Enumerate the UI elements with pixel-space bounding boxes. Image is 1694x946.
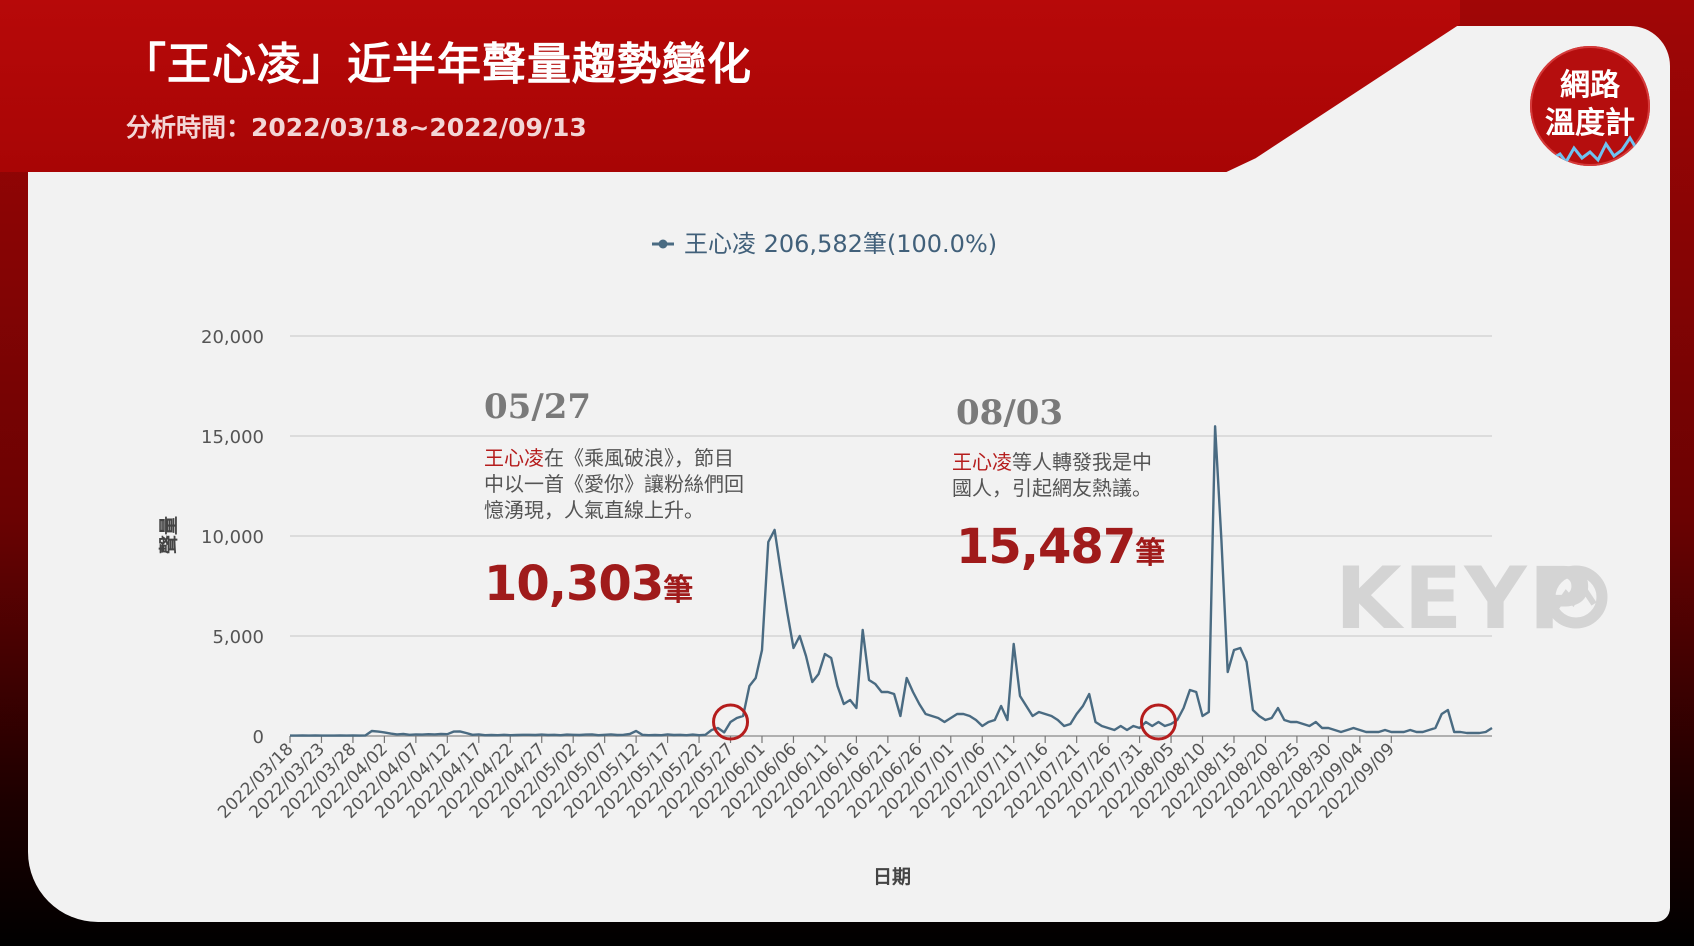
annotation-line: 王心凌等人轉發我是中 [952, 450, 1152, 474]
annotation-line: 憶湧現，人氣直線上升。 [484, 498, 704, 522]
watermark-o-icon [1544, 565, 1608, 629]
page-title: 「王心凌」近半年聲量趨勢變化 [122, 39, 752, 90]
peak-highlight-circle [1139, 703, 1177, 741]
logo-line2: 溫度計 [1545, 106, 1635, 141]
highlight-circles [712, 703, 1177, 741]
annotation-date: 08/03 [956, 393, 1063, 433]
y-axis-title: 聲量 [157, 516, 180, 554]
annotation-value: 15,487筆 [956, 519, 1165, 575]
y-tick-label: 10,000 [201, 527, 264, 548]
legend-marker-icon [658, 239, 668, 249]
y-tick-labels: 0 5,000 10,000 15,000 20,000 [201, 327, 264, 748]
peak-highlight-circle [712, 703, 750, 741]
annotation-value: 10,303筆 [484, 556, 693, 612]
grid-lines [290, 335, 1492, 637]
chart-card [28, 26, 1670, 922]
series-group [290, 425, 1493, 737]
brand-logo: 網路 溫度計 [1530, 46, 1650, 166]
analysis-period: 分析時間：2022/03/18~2022/09/13 [126, 113, 587, 142]
legend-label: 王心凌 206,582筆(100.0%) [684, 230, 997, 258]
annotation-0527: 05/27 王心凌在《乘風破浪》，節目 中以一首《愛你》讓粉絲們回 憶湧現，人氣… [484, 387, 744, 612]
x-axis-title: 日期 [873, 866, 911, 888]
logo-wave-icon [1549, 135, 1638, 165]
annotation-0803: 08/03 王心凌等人轉發我是中 國人，引起網友熱議。 15,487筆 [952, 393, 1165, 575]
y-tick-label: 15,000 [201, 427, 264, 448]
y-tick-label: 0 [253, 727, 264, 748]
annotation-line: 中以一首《愛你》讓粉絲們回 [484, 472, 744, 496]
y-tick-label: 20,000 [201, 327, 264, 348]
annotation-line: 國人，引起網友熱議。 [952, 476, 1152, 500]
annotation-date: 05/27 [484, 387, 591, 427]
annotation-line: 王心凌在《乘風破浪》，節目 [484, 446, 734, 470]
logo-line1: 網路 [1560, 68, 1620, 103]
y-tick-label: 5,000 [212, 627, 264, 648]
x-tick-labels: 2022/03/182022/03/232022/03/282022/04/02… [214, 736, 1399, 823]
header-banner [0, 0, 1460, 172]
series-line-王心凌 [290, 425, 1493, 737]
